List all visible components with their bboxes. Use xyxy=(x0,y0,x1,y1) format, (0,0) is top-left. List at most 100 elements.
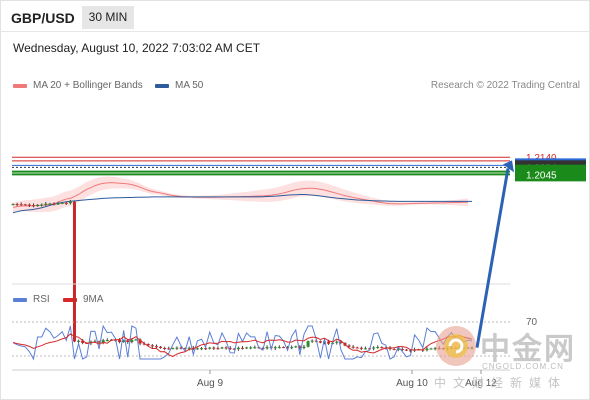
candle-body xyxy=(36,204,40,207)
legend-ma20: MA 20 + Bollinger Bands xyxy=(13,80,143,91)
candle-body xyxy=(81,340,85,343)
candle-body xyxy=(294,346,298,348)
candle-body xyxy=(347,345,351,347)
candle-body xyxy=(277,347,281,349)
x-tick-label: Aug 9 xyxy=(197,378,224,389)
candle-body xyxy=(77,340,81,342)
legend-9ma-label: 9MA xyxy=(83,294,104,305)
rsi-9ma-line xyxy=(12,333,473,358)
candle-body xyxy=(204,348,208,350)
candle-body xyxy=(310,340,314,342)
candle-body xyxy=(392,349,396,351)
candle-body xyxy=(150,345,154,347)
candle-body xyxy=(126,340,130,343)
candle-body xyxy=(335,341,339,343)
candle-body xyxy=(167,348,171,350)
candle-body xyxy=(179,347,183,349)
candle-body xyxy=(101,340,105,343)
candle-body xyxy=(31,205,35,207)
legend-ma50-swatch xyxy=(155,83,169,88)
candle-body xyxy=(154,346,158,348)
candle-body xyxy=(56,203,60,205)
forecast-arrow xyxy=(475,168,510,348)
legend-9ma: 9MA xyxy=(63,294,104,305)
candle-body xyxy=(363,348,367,350)
candle-body xyxy=(298,346,302,349)
candle-body xyxy=(302,346,306,349)
candle-body xyxy=(245,347,249,349)
candle-body xyxy=(216,348,220,350)
candle-body xyxy=(388,347,392,350)
timeframe-badge[interactable]: 30 MIN xyxy=(82,6,134,29)
candle-body xyxy=(306,341,310,347)
candle-body xyxy=(118,339,122,343)
candle-body xyxy=(159,346,163,349)
level-label-1.2045: 1.2045 xyxy=(526,170,557,181)
candle-body xyxy=(228,347,232,349)
legend-ma50-label: MA 50 xyxy=(175,80,204,91)
candle-body xyxy=(396,349,400,351)
candle-body xyxy=(105,340,109,342)
candle-body xyxy=(232,348,236,350)
x-tick-label: Aug 10 xyxy=(396,378,428,389)
candle-body xyxy=(146,344,150,346)
candle-body xyxy=(130,339,134,343)
candle-body xyxy=(359,347,363,349)
candle-body xyxy=(290,347,294,349)
candle-body xyxy=(355,347,359,349)
candle-body xyxy=(138,339,142,344)
candle-body xyxy=(376,347,380,349)
legend-ma50: MA 50 xyxy=(155,80,203,91)
candle-body xyxy=(40,204,44,206)
watermark-text: 中金网 xyxy=(480,333,576,366)
candle-body xyxy=(322,341,326,343)
candle-body xyxy=(208,347,212,349)
watermark-url: CNGOLD.COM.CN xyxy=(482,362,564,371)
candle-body xyxy=(220,347,224,349)
candle-body xyxy=(187,347,191,349)
candle-body xyxy=(433,348,437,350)
symbol-title: GBP/USD xyxy=(11,10,75,26)
candle-body xyxy=(429,348,433,350)
candle-body xyxy=(236,347,240,350)
candle-body xyxy=(339,341,343,343)
candle-body xyxy=(23,204,27,206)
candle-body xyxy=(27,204,31,206)
candle-body xyxy=(241,347,244,349)
candle-body xyxy=(183,348,187,350)
candle-body xyxy=(15,204,19,206)
candle-body xyxy=(142,343,146,345)
candle-body xyxy=(318,341,322,343)
candle-body xyxy=(64,202,68,204)
copyright: Research © 2022 Trading Central xyxy=(430,80,580,91)
candle-body xyxy=(409,350,413,352)
timestamp: Wednesday, August 10, 2022 7:03:02 AM CE… xyxy=(13,41,261,55)
candle-body xyxy=(19,204,23,206)
level-tag-1.2045 xyxy=(515,167,586,182)
candle-body xyxy=(253,347,257,349)
watermark-logo-icon xyxy=(436,326,476,366)
candle-body xyxy=(171,348,175,350)
candle-body xyxy=(273,347,277,349)
x-tick-label: Aug 12 xyxy=(465,378,497,389)
candle-body xyxy=(122,340,126,343)
rsi-70-label: 70 xyxy=(526,317,538,328)
candle-body xyxy=(249,347,253,349)
candle-body xyxy=(134,339,138,341)
candle-body xyxy=(200,348,204,350)
candle-body xyxy=(44,203,48,205)
candle-body xyxy=(351,346,355,348)
candle-body xyxy=(163,348,167,350)
legend-9ma-swatch xyxy=(63,297,77,302)
candle-body xyxy=(281,347,285,349)
legend-rsi: RSI xyxy=(13,294,50,305)
legend-rsi-label: RSI xyxy=(33,294,50,305)
candle-body xyxy=(11,204,15,206)
candle-body xyxy=(400,349,404,351)
candle-body xyxy=(380,347,384,349)
candle-body xyxy=(425,348,429,351)
candle-body xyxy=(286,347,290,349)
watermark: 中金网 CNGOLD.COM.CN 中文财经新媒体 xyxy=(432,322,582,390)
candle-body xyxy=(175,347,179,349)
